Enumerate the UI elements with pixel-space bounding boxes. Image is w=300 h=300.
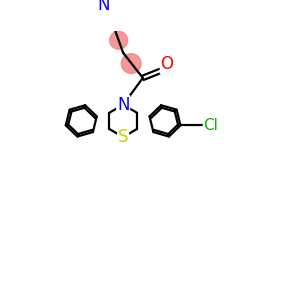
Text: N: N <box>97 0 110 14</box>
Text: S: S <box>118 128 128 146</box>
Circle shape <box>110 31 128 49</box>
Text: O: O <box>160 56 173 74</box>
Circle shape <box>121 54 141 74</box>
Text: Cl: Cl <box>203 118 218 133</box>
Text: N: N <box>117 96 129 114</box>
